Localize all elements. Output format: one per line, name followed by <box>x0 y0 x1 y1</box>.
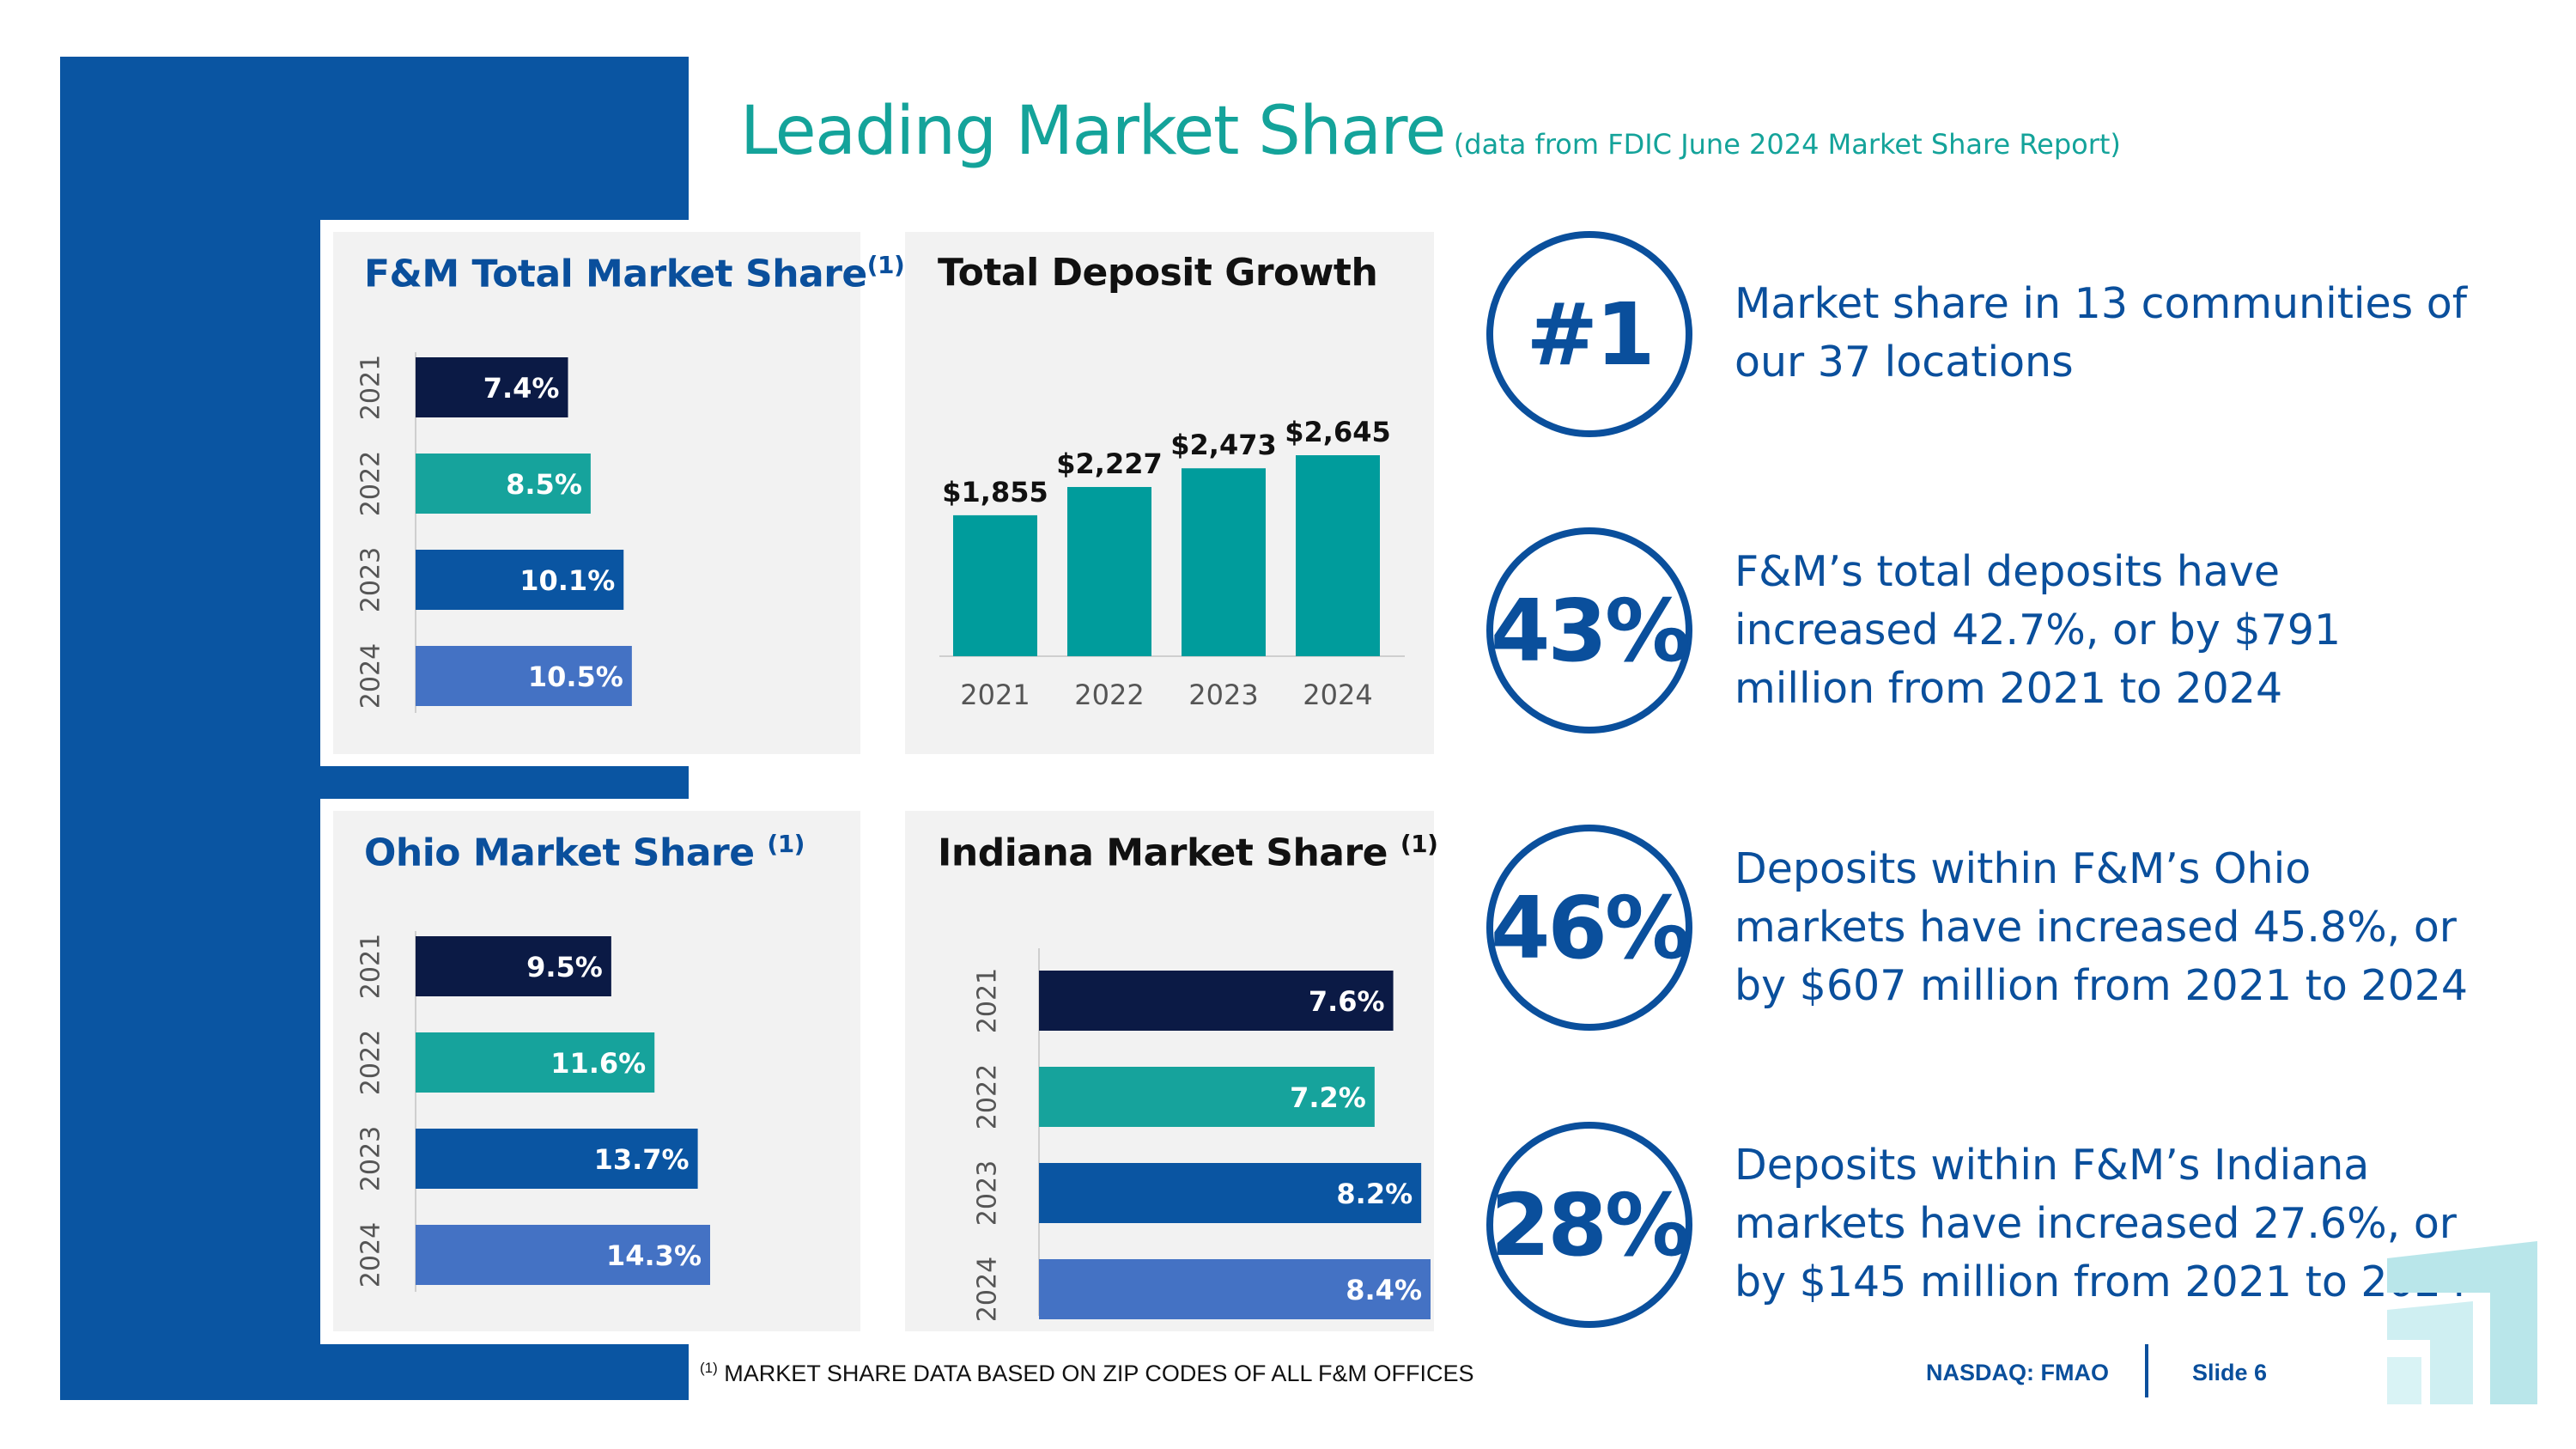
indiana-bar-2022 <box>1039 1067 1375 1127</box>
ohio-market-share-title: Ohio Market Share (1) <box>364 830 805 875</box>
stat-text-total-deposits: F&M’s total deposits have increased 42.7… <box>1735 547 2342 713</box>
total-bar-2022 <box>416 454 591 514</box>
deposit-category-label-2024: 2024 <box>1303 679 1372 711</box>
indiana-value-label-2024: 8.4% <box>1346 1274 1422 1306</box>
indiana-value-label-2023: 8.2% <box>1336 1178 1413 1210</box>
indiana-bar-2024 <box>1039 1259 1431 1319</box>
deposit-bar-2021 <box>953 514 1037 656</box>
total-market-share-panel: F&M Total Market Share(1) 7.4% 2021 8.5% 20… <box>333 232 905 754</box>
indiana-bar-2021 <box>1039 971 1394 1031</box>
ohio-value-label-2022: 11.6% <box>550 1047 646 1080</box>
ohio-bar-2024 <box>416 1225 710 1285</box>
stat-text-ohio-deposits: Deposits within F&M’s Ohio markets have … <box>1735 844 2469 1010</box>
ohio-bar-2021 <box>416 936 611 996</box>
deposit-growth-title: Total Deposit Growth <box>938 251 1378 295</box>
total-category-label-2022: 2022 <box>356 451 386 516</box>
ohio-market-share-panel: Ohio Market Share (1) 9.5% 2021 11.6% 2022 1… <box>333 811 860 1331</box>
page-title-main: Leading Market Share <box>740 93 1446 170</box>
indiana-market-share-panel: Indiana Market Share (1) 7.6% 2021 7.2% 202… <box>905 811 1438 1331</box>
total-category-label-2023: 2023 <box>356 547 386 612</box>
ohio-category-label-2022: 2022 <box>356 1030 386 1095</box>
logo-outer-shape <box>2387 1241 2537 1404</box>
ohio-value-label-2024: 14.3% <box>606 1239 702 1272</box>
ohio-value-label-2023: 13.7% <box>594 1143 690 1176</box>
total-market-share-footnote-mark: (1) <box>866 251 905 279</box>
total-value-label-2024: 10.5% <box>528 661 623 693</box>
indiana-value-label-2022: 7.2% <box>1290 1081 1366 1114</box>
deposit-category-label-2023: 2023 <box>1188 679 1258 711</box>
ohio-market-share-footnote-mark: (1) <box>767 830 805 858</box>
ohio-bar-2022 <box>416 1032 655 1093</box>
ohio-category-label-2023: 2023 <box>356 1126 386 1191</box>
total-value-label-2023: 10.1% <box>519 564 615 597</box>
stat-circle-ohio-deposits: 46% <box>1486 825 1692 1031</box>
total-value-label-2022: 8.5% <box>506 468 582 501</box>
indiana-bar-2023 <box>1039 1163 1422 1223</box>
deposit-value-label-2021: $1,855 <box>942 476 1048 508</box>
stat-circle-rank: #1 <box>1486 231 1692 437</box>
total-bar-2021 <box>416 357 568 417</box>
total-category-label-2021: 2021 <box>356 355 386 420</box>
deposit-bar-2023 <box>1182 468 1266 656</box>
indiana-market-share-title: Indiana Market Share (1) <box>938 830 1438 875</box>
deposit-bar-2022 <box>1067 486 1151 656</box>
indiana-category-label-2024: 2024 <box>973 1257 1003 1322</box>
ohio-value-label-2021: 9.5% <box>526 951 603 983</box>
ohio-category-label-2024: 2024 <box>356 1222 386 1288</box>
ohio-bar-2023 <box>416 1129 698 1189</box>
indiana-category-label-2021: 2021 <box>973 968 1003 1033</box>
slide-number: Slide 6 <box>2192 1360 2268 1385</box>
ohio-market-share-chart: 9.5% 2021 11.6% 2022 13.7% 2023 14.3% 2024 <box>356 931 710 1292</box>
page-title-source: (data from FDIC June 2024 Market Share R… <box>1453 128 2121 161</box>
stat-circle-indiana-deposits: 28% <box>1486 1122 1692 1328</box>
deposit-category-label-2022: 2022 <box>1074 679 1144 711</box>
footnote: (1) MARKET SHARE DATA BASED ON ZIP CODES… <box>700 1360 1473 1387</box>
stock-ticker: NASDAQ: FMAO <box>1926 1360 2109 1385</box>
logo-base-shape <box>2387 1357 2421 1404</box>
deposit-growth-panel: Total Deposit Growth $1,855 2021 $2,227 202… <box>905 232 1434 754</box>
stat-text-indiana-deposits: Deposits within F&M’s Indiana markets ha… <box>1735 1141 2469 1306</box>
indiana-value-label-2021: 7.6% <box>1309 985 1385 1018</box>
indiana-category-label-2022: 2022 <box>973 1064 1003 1129</box>
total-bar-2024 <box>416 646 632 706</box>
stat-text-rank: Market share in 13 communities of our 37… <box>1735 279 2468 387</box>
fm-logo-icon <box>2387 1241 2537 1404</box>
deposit-category-label-2021: 2021 <box>960 679 1030 711</box>
total-value-label-2021: 7.4% <box>483 372 560 405</box>
indiana-category-label-2023: 2023 <box>973 1160 1003 1226</box>
footnote-text: MARKET SHARE DATA BASED ON ZIP CODES OF … <box>724 1361 1474 1386</box>
deposit-bar-2024 <box>1296 455 1380 656</box>
deposit-growth-chart: $1,855 2021 $2,227 2022 $2,473 2023 $2,645 2024 <box>939 416 1405 711</box>
page-title: Leading Market Share (data from FDIC June… <box>740 93 2121 170</box>
total-market-share-chart: 7.4% 2021 8.5% 2022 10.1% 2023 10.5% 2024 <box>356 352 632 713</box>
ohio-market-share-title-text: Ohio Market Share <box>364 831 755 875</box>
stat-circle-total-deposits: 43% <box>1486 527 1692 734</box>
indiana-market-share-footnote-mark: (1) <box>1400 830 1438 858</box>
total-market-share-title: F&M Total Market Share(1) <box>364 251 905 296</box>
indiana-market-share-chart: 7.6% 2021 7.2% 2022 8.2% 2023 8.4% 2024 <box>973 948 1431 1322</box>
footer-divider <box>2145 1344 2148 1397</box>
total-market-share-title-text: F&M Total Market Share <box>364 252 867 296</box>
footnote-mark: (1) <box>700 1360 718 1376</box>
deposit-value-label-2024: $2,645 <box>1285 416 1390 448</box>
deposit-value-label-2023: $2,473 <box>1170 429 1276 461</box>
indiana-market-share-title-text: Indiana Market Share <box>938 831 1388 875</box>
logo-inner-shape <box>2387 1301 2473 1404</box>
ohio-category-label-2021: 2021 <box>356 934 386 999</box>
deposit-value-label-2022: $2,227 <box>1056 447 1162 480</box>
total-category-label-2024: 2024 <box>356 643 386 709</box>
total-bar-2023 <box>416 550 624 610</box>
